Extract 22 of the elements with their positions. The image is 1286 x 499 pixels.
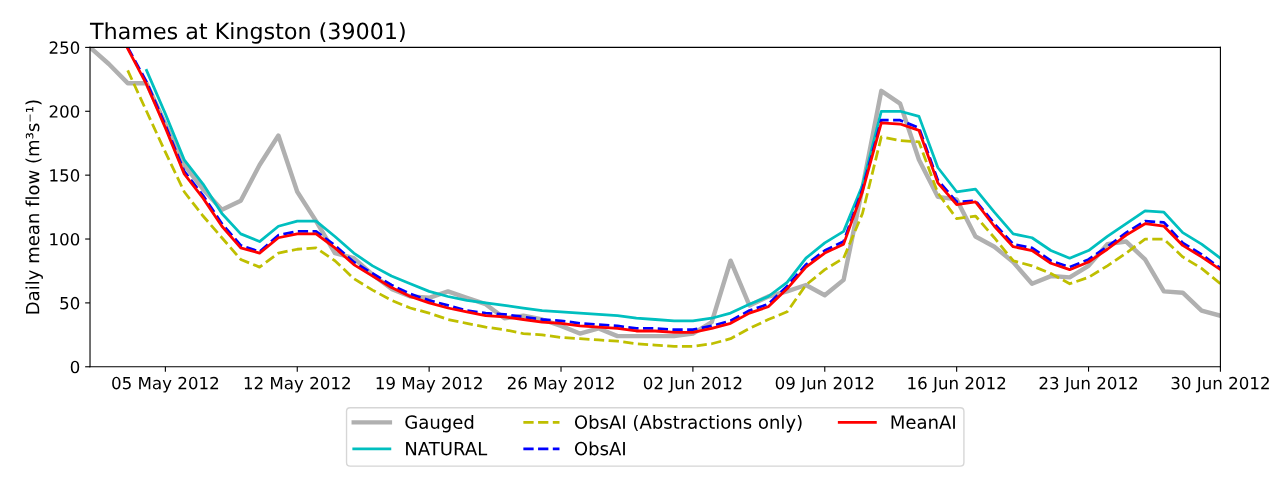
x-tick-label: 26 May 2012 xyxy=(507,376,614,393)
legend-label: MeanAI xyxy=(891,415,955,429)
x-tick-label: 16 Jun 2012 xyxy=(908,376,1006,393)
x-tick-label: 02 Jun 2012 xyxy=(643,376,742,393)
x-tick-label: 23 Jun 2012 xyxy=(1039,376,1137,393)
x-tick-label: 30 Jun 2012 xyxy=(1171,376,1269,393)
x-tick-label: 19 May 2012 xyxy=(376,376,482,393)
y-tick-label: 250 xyxy=(49,41,80,54)
y-tick-label: 150 xyxy=(50,169,80,182)
y-axis-title: Daily mean flow (m³s⁻¹) xyxy=(25,100,43,314)
legend-label: ObsAI (Abstractions only) xyxy=(574,414,802,433)
x-tick-label: 09 Jun 2012 xyxy=(775,376,874,393)
chart-title: Thames at Kingston (39001) xyxy=(89,22,405,44)
legend-label: NATURAL xyxy=(406,442,488,456)
legend-label: Gauged xyxy=(405,414,474,433)
x-tick-label: 05 May 2012 xyxy=(112,376,219,393)
legend-label: ObsAI xyxy=(574,441,625,456)
x-tick-label: 12 May 2012 xyxy=(244,376,350,393)
y-tick-label: 200 xyxy=(49,105,80,118)
y-tick-label: 0 xyxy=(70,360,80,374)
y-tick-label: 50 xyxy=(60,296,80,310)
y-tick-label: 100 xyxy=(50,232,80,246)
